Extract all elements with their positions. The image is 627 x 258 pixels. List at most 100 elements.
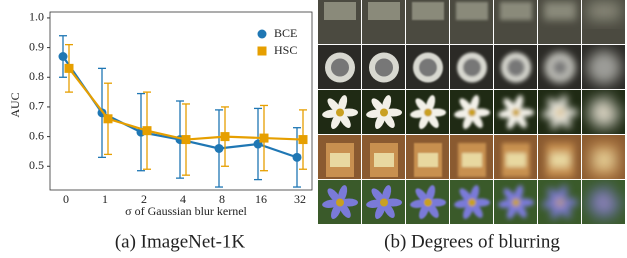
image-cell xyxy=(582,0,625,44)
image-cell xyxy=(318,45,361,89)
center xyxy=(600,199,608,207)
image-cell xyxy=(406,180,449,224)
shape xyxy=(456,2,488,20)
caption-b: (b) Degrees of blurring xyxy=(384,231,560,252)
point xyxy=(59,52,68,61)
image-cell xyxy=(538,0,581,44)
legend-marker xyxy=(258,47,267,56)
center xyxy=(336,109,344,117)
image-cell xyxy=(450,0,493,44)
point xyxy=(293,153,302,162)
shape xyxy=(507,59,525,77)
image-cell xyxy=(538,45,581,89)
image-content xyxy=(368,2,400,20)
image-cell xyxy=(494,90,537,134)
shape xyxy=(544,2,576,20)
image-cell xyxy=(582,45,625,89)
center xyxy=(468,199,476,207)
image-cell xyxy=(406,0,449,44)
x-tick-label: 32 xyxy=(294,192,306,206)
y-tick-label: 0.6 xyxy=(29,128,44,142)
center xyxy=(512,109,520,117)
shape xyxy=(375,59,393,77)
x-tick-label: 16 xyxy=(255,192,267,206)
image-content xyxy=(456,2,488,20)
image-content xyxy=(370,143,398,177)
point xyxy=(104,114,113,123)
shape xyxy=(588,2,620,20)
shape xyxy=(330,153,350,167)
y-tick-label: 0.9 xyxy=(29,39,44,53)
point xyxy=(260,134,269,143)
shape xyxy=(412,2,444,20)
y-tick-label: 0.8 xyxy=(29,69,44,83)
image-content xyxy=(324,2,356,20)
image-content xyxy=(544,2,576,20)
point xyxy=(143,126,152,135)
legend-label: HSC xyxy=(274,43,297,57)
image-cell xyxy=(318,90,361,134)
image-content xyxy=(458,143,486,177)
center xyxy=(468,109,476,117)
point xyxy=(182,135,191,144)
image-cell xyxy=(538,180,581,224)
image-cell xyxy=(538,135,581,179)
shape xyxy=(550,153,570,167)
image-cell xyxy=(406,135,449,179)
shape xyxy=(595,59,613,77)
image-cell xyxy=(494,45,537,89)
image-cell xyxy=(450,135,493,179)
image-cell xyxy=(450,45,493,89)
image-content xyxy=(500,2,532,20)
image-content xyxy=(501,53,531,83)
figure: (a) ImageNet-1K (b) Degrees of blurring … xyxy=(0,0,627,258)
x-axis-label: σ of Gaussian blur kernel xyxy=(125,204,247,218)
image-cell xyxy=(362,180,405,224)
image-cell xyxy=(318,0,361,44)
image-cell xyxy=(582,180,625,224)
image-content xyxy=(326,143,354,177)
x-tick-label: 4 xyxy=(180,192,186,206)
shape xyxy=(506,153,526,167)
center xyxy=(512,199,520,207)
image-content xyxy=(369,53,399,83)
center xyxy=(424,199,432,207)
image-content xyxy=(589,53,619,83)
center xyxy=(380,109,388,117)
center xyxy=(600,109,608,117)
center xyxy=(424,109,432,117)
image-content xyxy=(413,53,443,83)
point xyxy=(215,144,224,153)
shape xyxy=(331,59,349,77)
center xyxy=(556,199,564,207)
image-cell xyxy=(450,90,493,134)
image-content xyxy=(588,2,620,20)
shape xyxy=(419,59,437,77)
image-cell xyxy=(362,90,405,134)
image-content xyxy=(546,143,574,177)
image-cell xyxy=(494,135,537,179)
y-tick-label: 0.7 xyxy=(29,99,44,113)
image-content xyxy=(325,53,355,83)
image-cell xyxy=(538,90,581,134)
image-cell xyxy=(406,45,449,89)
shape xyxy=(462,153,482,167)
image-cell xyxy=(450,180,493,224)
shape xyxy=(368,2,400,20)
image-cell xyxy=(362,0,405,44)
center xyxy=(556,109,564,117)
center xyxy=(336,199,344,207)
legend-marker xyxy=(258,30,267,39)
image-content xyxy=(414,143,442,177)
image-cell xyxy=(318,180,361,224)
x-tick-label: 2 xyxy=(141,192,147,206)
point xyxy=(221,132,230,141)
x-tick-label: 0 xyxy=(63,192,69,206)
point xyxy=(65,64,74,73)
image-content xyxy=(545,53,575,83)
image-cell xyxy=(494,180,537,224)
shape xyxy=(551,59,569,77)
shape xyxy=(500,2,532,20)
image-content xyxy=(412,2,444,20)
image-cell xyxy=(362,135,405,179)
